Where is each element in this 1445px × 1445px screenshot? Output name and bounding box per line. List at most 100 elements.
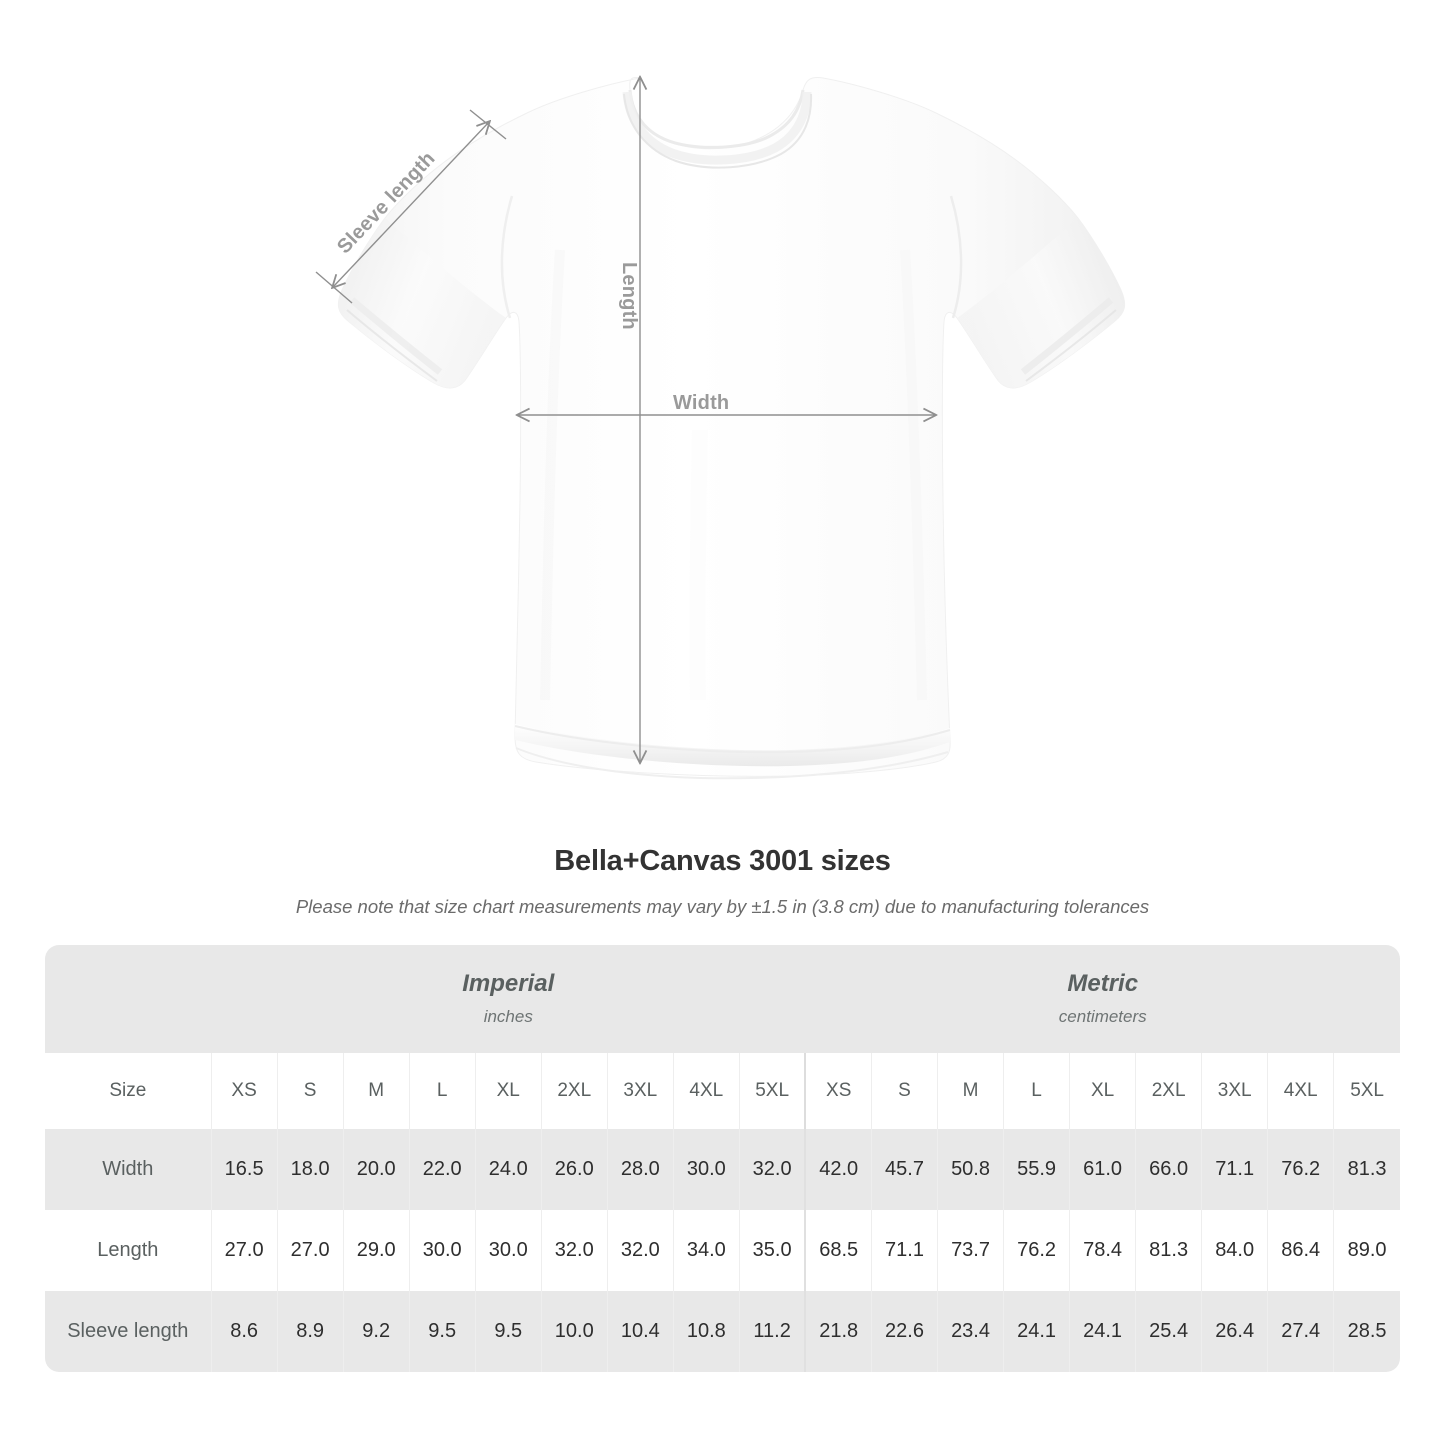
sleeve-length-arrow [333,122,489,287]
size-header-metric-m: M [937,1053,1004,1129]
size-header-imperial-l: L [408,1053,476,1129]
cell-length-metric-l: 76.2 [1003,1210,1070,1291]
cell-sleeve-metric-5xl: 28.5 [1333,1291,1400,1372]
cell-length-imperial-xs: 27.0 [210,1210,278,1291]
cell-sleeve-imperial-m: 9.2 [342,1291,410,1372]
cell-length-imperial-3xl: 32.0 [606,1210,674,1291]
cell-sleeve-metric-l: 24.1 [1003,1291,1070,1372]
cell-width-metric-4xl: 76.2 [1267,1129,1334,1210]
cell-width-imperial-4xl: 30.0 [672,1129,740,1210]
cell-length-imperial-s: 27.0 [276,1210,344,1291]
size-header-imperial-5xl: 5XL [738,1053,806,1129]
row-label-sleeve-length: Sleeve length [45,1291,212,1372]
cell-length-metric-5xl: 89.0 [1333,1210,1400,1291]
cell-length-imperial-xl: 30.0 [474,1210,542,1291]
title-block: Bella+Canvas 3001 sizes Please note that… [0,845,1445,918]
metric-unit-sub: centimeters [1058,1006,1147,1026]
cell-sleeve-metric-4xl: 27.4 [1267,1291,1334,1372]
unit-banner-row: Imperial inches Metric centimeters [45,945,1400,1053]
cell-sleeve-metric-m: 23.4 [937,1291,1004,1372]
banner-spacer [45,945,212,1053]
size-header-imperial-m: M [342,1053,410,1129]
size-header-metric-l: L [1003,1053,1070,1129]
cell-width-metric-2xl: 66.0 [1135,1129,1202,1210]
size-header-imperial-2xl: 2XL [540,1053,608,1129]
cell-width-imperial-xs: 16.5 [210,1129,278,1210]
size-header-metric-5xl: 5XL [1333,1053,1400,1129]
size-header-imperial-3xl: 3XL [606,1053,674,1129]
size-header-imperial-xs: XS [210,1053,278,1129]
metric-unit-name: Metric [1067,970,1139,998]
dimension-annotations [315,78,935,762]
size-table-container: Imperial inches Metric centimeters Size … [45,945,1400,1372]
size-header-metric-4xl: 4XL [1267,1053,1334,1129]
cell-sleeve-imperial-xl: 9.5 [474,1291,542,1372]
cell-width-metric-5xl: 81.3 [1333,1129,1400,1210]
tshirt-illustration [315,0,1126,780]
cell-length-metric-3xl: 84.0 [1201,1210,1268,1291]
cell-length-imperial-m: 29.0 [342,1210,410,1291]
cell-sleeve-metric-xl: 24.1 [1069,1291,1136,1372]
cell-width-metric-l: 55.9 [1003,1129,1070,1210]
size-header-imperial-s: S [276,1053,344,1129]
cell-width-imperial-s: 18.0 [276,1129,344,1210]
cell-width-imperial-xl: 24.0 [474,1129,542,1210]
row-label-length: Length [45,1210,212,1291]
cell-width-metric-m: 50.8 [937,1129,1004,1210]
cell-width-metric-s: 45.7 [870,1129,938,1210]
cell-sleeve-metric-s: 22.6 [870,1291,938,1372]
cell-sleeve-metric-3xl: 26.4 [1201,1291,1268,1372]
cell-length-metric-4xl: 86.4 [1267,1210,1334,1291]
cell-width-imperial-l: 22.0 [408,1129,476,1210]
cell-sleeve-imperial-3xl: 10.4 [606,1291,674,1372]
imperial-unit-name: Imperial [462,970,555,998]
cell-sleeve-imperial-xs: 8.6 [210,1291,278,1372]
width-label: Width [673,392,730,414]
cell-width-imperial-3xl: 28.0 [606,1129,674,1210]
sleeve-tick-top [469,109,507,140]
size-header-metric-2xl: 2XL [1135,1053,1202,1129]
sleeve-tick-bottom [315,271,353,304]
size-header-metric-3xl: 3XL [1201,1053,1268,1129]
cell-length-imperial-4xl: 34.0 [672,1210,740,1291]
cell-sleeve-metric-xs: 21.8 [804,1291,872,1372]
metric-banner-cell: Metric centimeters [805,945,1400,1053]
size-header-metric-xl: XL [1069,1053,1136,1129]
cell-length-metric-xl: 78.4 [1069,1210,1136,1291]
size-header-row: Size XS S M L XL 2XL 3XL 4XL 5XL XS S M … [45,1053,1400,1129]
cell-width-imperial-m: 20.0 [342,1129,410,1210]
cell-width-imperial-2xl: 26.0 [540,1129,608,1210]
cell-length-imperial-2xl: 32.0 [540,1210,608,1291]
cell-length-metric-xs: 68.5 [804,1210,872,1291]
size-table: Imperial inches Metric centimeters Size … [45,945,1400,1372]
cell-sleeve-imperial-2xl: 10.0 [540,1291,608,1372]
table-row: Sleeve length 8.6 8.9 9.2 9.5 9.5 10.0 1… [45,1291,1400,1372]
cell-sleeve-imperial-l: 9.5 [408,1291,476,1372]
cell-sleeve-imperial-5xl: 11.2 [738,1291,806,1372]
page-title: Bella+Canvas 3001 sizes [554,845,891,877]
size-header-metric-s: S [870,1053,938,1129]
imperial-banner-cell: Imperial inches [211,945,806,1053]
cell-sleeve-metric-2xl: 25.4 [1135,1291,1202,1372]
cell-width-metric-xl: 61.0 [1069,1129,1136,1210]
cell-length-metric-m: 73.7 [937,1210,1004,1291]
tolerance-note: Please note that size chart measurements… [295,896,1150,917]
row-label-width: Width [45,1129,212,1210]
size-corner-label: Size [45,1053,212,1129]
table-row: Width 16.5 18.0 20.0 22.0 24.0 26.0 28.0… [45,1129,1400,1210]
cell-sleeve-imperial-4xl: 10.8 [672,1291,740,1372]
tshirt-shape [337,77,1126,780]
table-row: Length 27.0 27.0 29.0 30.0 30.0 32.0 32.… [45,1210,1400,1291]
cell-length-imperial-l: 30.0 [408,1210,476,1291]
cell-width-metric-xs: 42.0 [804,1129,872,1210]
cell-width-imperial-5xl: 32.0 [738,1129,806,1210]
imperial-unit-sub: inches [483,1006,533,1026]
size-header-imperial-xl: XL [474,1053,542,1129]
size-header-imperial-4xl: 4XL [672,1053,740,1129]
cell-length-metric-s: 71.1 [870,1210,938,1291]
size-header-metric-xs: XS [804,1053,872,1129]
tshirt-measurement-diagram: Width Length Sleeve length [315,0,1126,780]
cell-width-metric-3xl: 71.1 [1201,1129,1268,1210]
cell-length-imperial-5xl: 35.0 [738,1210,806,1291]
